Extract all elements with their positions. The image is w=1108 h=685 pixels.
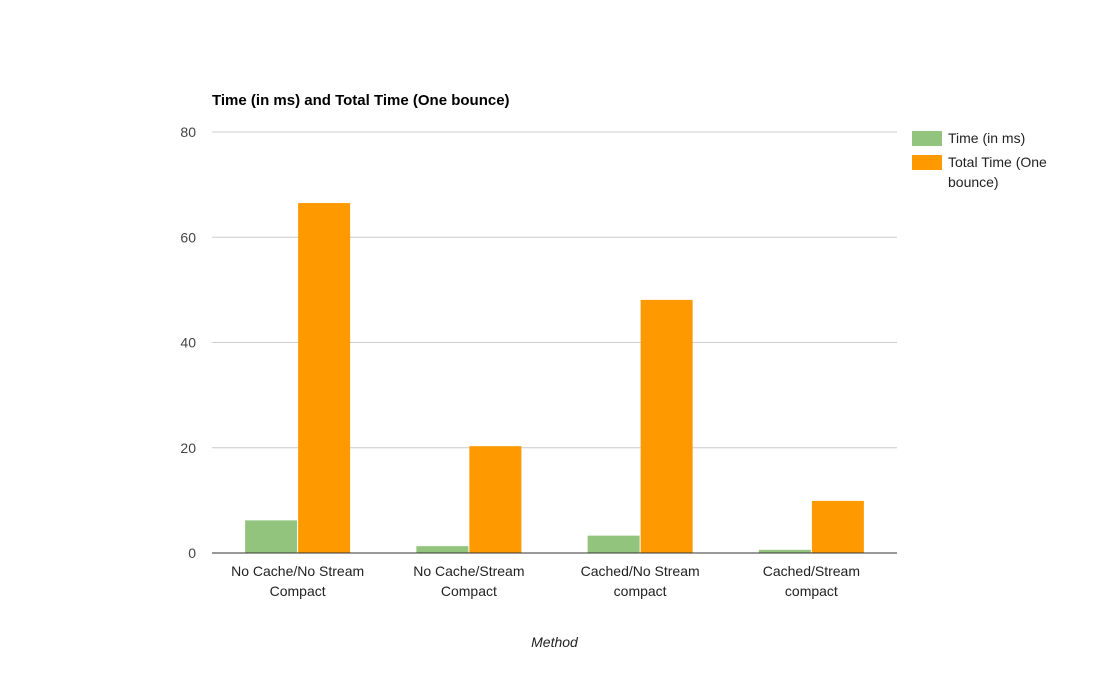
bar	[758, 549, 811, 553]
y-tick-label: 0	[188, 545, 196, 561]
x-axis-label: Method	[531, 634, 579, 650]
bar	[640, 299, 693, 553]
legend-label: bounce)	[948, 174, 999, 190]
x-category-label: compact	[614, 583, 667, 599]
y-tick-label: 60	[180, 229, 196, 245]
y-tick-label: 80	[180, 124, 196, 140]
y-tick-label: 40	[180, 335, 196, 351]
bar	[587, 535, 640, 553]
y-tick-label: 20	[180, 440, 196, 456]
legend-label: Total Time (One	[948, 154, 1047, 170]
x-category-label: No Cache/Stream	[413, 563, 524, 579]
x-category-label: Cached/No Stream	[581, 563, 700, 579]
bar	[811, 500, 864, 553]
legend-swatch	[912, 131, 942, 146]
bar	[469, 446, 522, 553]
y-axis-ticks: 0 20 40 60 80	[180, 124, 196, 561]
chart-title: Time (in ms) and Total Time (One bounce)	[212, 92, 510, 109]
x-category-label: Compact	[441, 583, 497, 599]
legend-label: Time (in ms)	[948, 130, 1025, 146]
legend: Time (in ms) Total Time (One bounce)	[912, 130, 1047, 190]
bar	[416, 546, 469, 553]
x-axis-categories: No Cache/No Stream Compact No Cache/Stream…	[231, 563, 860, 599]
x-category-label: Compact	[270, 583, 326, 599]
bar	[245, 520, 298, 553]
x-category-label: compact	[785, 583, 838, 599]
legend-swatch	[912, 155, 942, 170]
x-category-label: No Cache/No Stream	[231, 563, 364, 579]
x-category-label: Cached/Stream	[763, 563, 860, 579]
bar	[298, 203, 351, 553]
bars	[245, 203, 864, 553]
